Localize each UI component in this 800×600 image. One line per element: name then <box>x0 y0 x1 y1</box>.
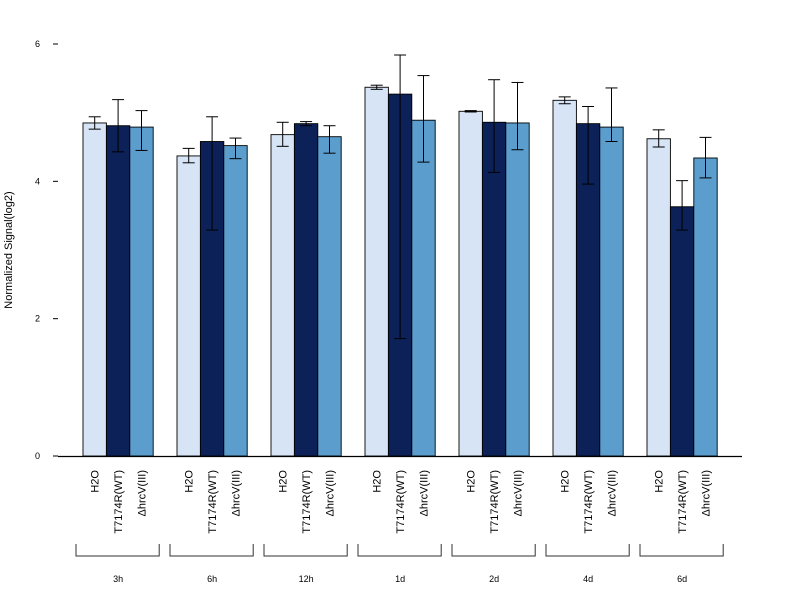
bar-label: H2O <box>466 470 478 493</box>
y-axis-label: Normalized Signal(log2) <box>3 191 15 308</box>
category-labels: H2O T7174R(WT) ΔhrcV(III) H2O T7174R(WT) Δhrc… <box>90 470 713 534</box>
bar-2d-0 <box>458 110 483 457</box>
bar-label: ΔhrcV(III) <box>231 470 243 516</box>
bar-4d-0 <box>552 99 577 457</box>
axes: 0 2 4 6 <box>35 39 742 461</box>
bar-label: T7174R(WT) <box>395 470 407 534</box>
error-bars <box>88 54 712 340</box>
y-tick-label: 2 <box>35 314 40 324</box>
group-label-3h: 3h <box>113 574 123 584</box>
bar-12h-2 <box>317 136 342 457</box>
bar-6d-1 <box>669 206 695 457</box>
bar-3h-2 <box>129 126 154 457</box>
bar-label: H2O <box>654 470 666 493</box>
bars <box>82 86 718 457</box>
bar-label: H2O <box>90 470 102 493</box>
bar-6d-0 <box>646 138 671 457</box>
group-label-2d: 2d <box>489 574 499 584</box>
group-label-6h: 6h <box>207 574 217 584</box>
bar-label: ΔhrcV(III) <box>419 470 431 516</box>
bar-2d-2 <box>505 122 530 457</box>
group-bracket-12h <box>263 544 348 557</box>
bar-6d-2 <box>693 157 718 457</box>
bar-1d-0 <box>364 86 389 457</box>
bar-label: H2O <box>278 470 290 493</box>
y-tick-label: 0 <box>35 451 40 461</box>
bar-label: H2O <box>184 470 196 493</box>
group-bracket-1d <box>357 544 442 557</box>
bar-label: T7174R(WT) <box>113 470 125 534</box>
group-label-4d: 4d <box>583 574 593 584</box>
y-tick-label: 6 <box>35 39 40 49</box>
bar-label: T7174R(WT) <box>301 470 313 534</box>
bar-6h-2 <box>223 145 248 457</box>
bar-6h-0 <box>176 155 201 457</box>
group-bracket-6d <box>639 544 724 557</box>
group-label-6d: 6d <box>677 574 687 584</box>
bar-4d-2 <box>599 126 624 457</box>
group-bracket-2d <box>451 544 536 557</box>
bar-label: T7174R(WT) <box>489 470 501 534</box>
group-bracket-6h <box>169 544 254 557</box>
bar-label: ΔhrcV(III) <box>513 470 525 516</box>
bar-label: H2O <box>560 470 572 493</box>
bar-label: T7174R(WT) <box>207 470 219 534</box>
bar-12h-1 <box>293 123 319 457</box>
bar-label: T7174R(WT) <box>583 470 595 534</box>
bar-label: H2O <box>372 470 384 493</box>
group-label-12h: 12h <box>299 574 314 584</box>
group-bracket-4d <box>545 544 630 557</box>
bar-label: ΔhrcV(III) <box>325 470 337 516</box>
group-bracket-3h <box>75 544 160 557</box>
bar-3h-0 <box>82 122 107 457</box>
group-label-1d: 1d <box>395 574 405 584</box>
y-tick-label: 4 <box>35 176 40 186</box>
bar-1d-2 <box>411 119 436 457</box>
bar-label: T7174R(WT) <box>677 470 689 534</box>
bar-label: ΔhrcV(III) <box>137 470 149 516</box>
bar-label: ΔhrcV(III) <box>701 470 713 516</box>
group-brackets: 3h 6h 12h 1d 2d 4d 6d <box>75 544 724 584</box>
bar-label: ΔhrcV(III) <box>607 470 619 516</box>
bar-3h-1 <box>105 125 131 457</box>
bar-12h-0 <box>270 134 295 457</box>
